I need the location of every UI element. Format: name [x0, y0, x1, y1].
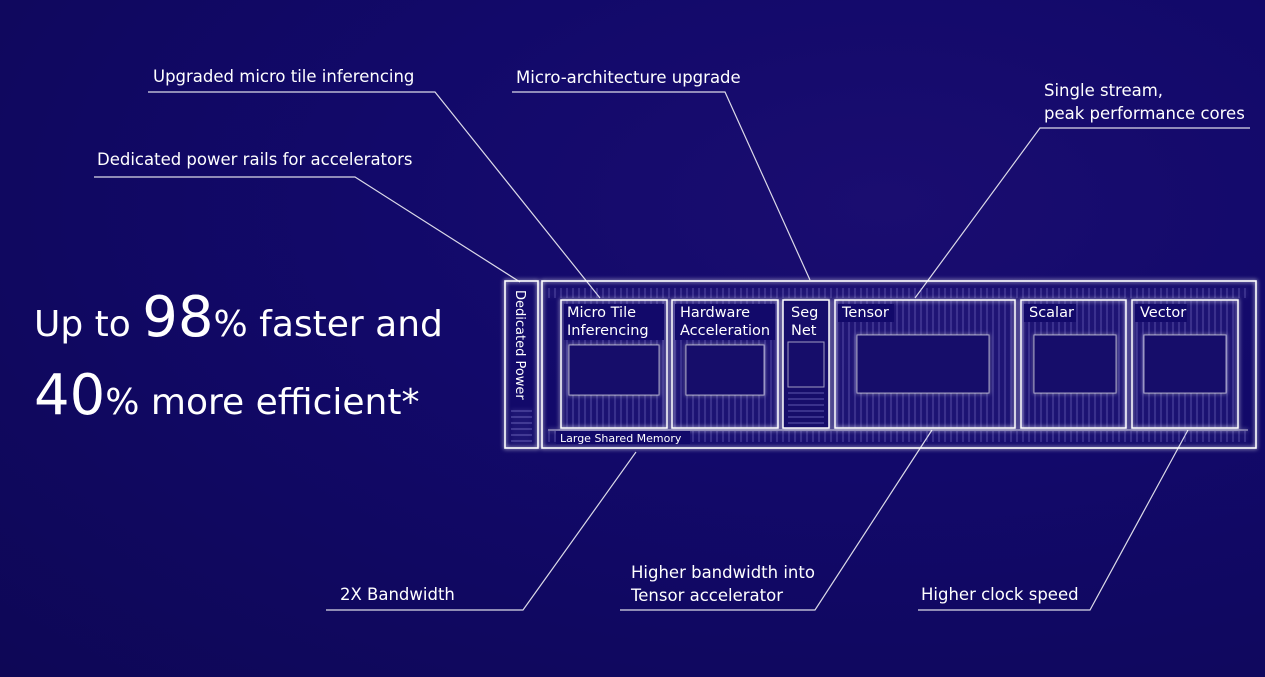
callout-clock: Higher clock speed: [921, 585, 1079, 604]
callout-lines: [94, 91, 1250, 611]
leader-single-stream: [914, 127, 1250, 299]
npu-outline: [541, 280, 1257, 449]
headline-suffix-1: faster and: [247, 304, 443, 345]
headline-number-98: 98: [142, 285, 214, 350]
dedicated-power-stripes: [511, 410, 532, 442]
segnet-label-2: Net: [791, 323, 817, 339]
segnet-label-1: Seg: [791, 305, 818, 321]
leader-power-rails: [94, 176, 521, 283]
micro-tile-label-1: Micro Tile: [567, 305, 636, 321]
leader-tensor-bw: [620, 429, 933, 611]
headline-percent-1: %: [213, 304, 248, 345]
headline-line-1: Up to 98% faster and: [34, 285, 443, 350]
callout-single-stream-2: peak performance cores: [1044, 104, 1245, 123]
segnet-stripes: [788, 392, 824, 424]
tensor-inner: [856, 334, 990, 394]
callout-single-stream-1: Single stream,: [1044, 81, 1163, 100]
vector-label: Vector: [1140, 305, 1186, 321]
callout-micro-arch: Micro-architecture upgrade: [516, 68, 741, 87]
dedicated-power-block: [504, 280, 539, 449]
scalar-inner: [1033, 334, 1117, 394]
block-labels: Dedicated Power Micro Tile Inferencing H…: [512, 290, 1187, 445]
callout-tensor-bw-2: Tensor accelerator: [630, 586, 783, 605]
headline-number-40: 40: [34, 363, 106, 428]
leader-bandwidth: [326, 451, 637, 611]
headline-prefix: Up to: [34, 304, 143, 345]
callout-power-rails: Dedicated power rails for accelerators: [97, 150, 413, 169]
large-shared-memory-label: Large Shared Memory: [560, 432, 682, 445]
segnet-inner: [787, 341, 825, 388]
top-bus-stripes: [548, 288, 1248, 298]
callout-micro-tile: Upgraded micro tile inferencing: [153, 67, 414, 86]
leader-clock: [918, 429, 1189, 611]
callout-tensor-bw-1: Higher bandwidth into: [631, 563, 815, 582]
tensor-label: Tensor: [841, 305, 889, 321]
micro-tile-inner: [568, 344, 660, 396]
leader-micro-tile: [148, 91, 601, 299]
headline-suffix-2: more efficient*: [139, 382, 420, 423]
headline-line-2: 40% more efficient*: [34, 363, 419, 428]
shared-memory-stripes: [548, 431, 1248, 442]
micro-tile-label-2: Inferencing: [567, 323, 649, 339]
leader-micro-arch: [512, 91, 811, 281]
headline-percent-2: %: [105, 382, 140, 423]
hardware-acceleration-label-1: Hardware: [680, 305, 750, 321]
hardware-acceleration-inner: [685, 344, 765, 396]
scalar-label: Scalar: [1029, 305, 1074, 321]
vector-inner: [1143, 334, 1227, 394]
callout-texts: Upgraded micro tile inferencing Micro-ar…: [97, 67, 1245, 605]
dedicated-power-label: Dedicated Power: [512, 290, 527, 400]
hardware-acceleration-label-2: Acceleration: [680, 323, 770, 339]
callout-bandwidth: 2X Bandwidth: [340, 585, 455, 604]
chip-block-diagram: [504, 280, 1257, 449]
